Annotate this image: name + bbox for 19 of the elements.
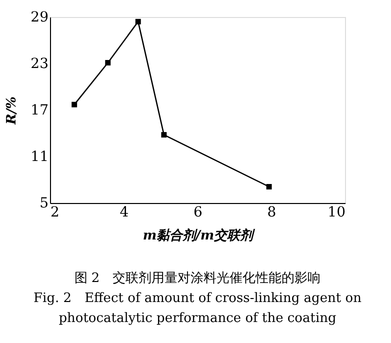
x-tick-label: 10 — [328, 204, 346, 220]
y-tick-label: 29 — [30, 10, 48, 26]
point — [266, 184, 272, 190]
y-tick-label: 23 — [30, 56, 48, 72]
x-axis-title: m黏合剂/m交联剂 — [142, 228, 256, 244]
point — [135, 18, 141, 24]
x-tick-label: 8 — [267, 204, 276, 220]
x-tick-label: 6 — [194, 204, 203, 220]
caption: 图 2 交联剂用量对涂料光催化性能的影响 — [74, 270, 321, 286]
x-tick-label: 2 — [50, 204, 60, 220]
point — [72, 102, 78, 108]
y-tick-label: 5 — [40, 196, 48, 212]
caption: Fig. 2 Effect of amount of cross-linking agent on photocatalytic performance of the coating — [34, 291, 362, 326]
y-axis-title: R/% — [4, 96, 20, 126]
point — [161, 132, 167, 138]
x-tick-label: 4 — [120, 204, 129, 220]
y-tick-label: 17 — [30, 102, 48, 118]
y-tick-label: 11 — [30, 149, 48, 165]
point — [105, 60, 111, 66]
